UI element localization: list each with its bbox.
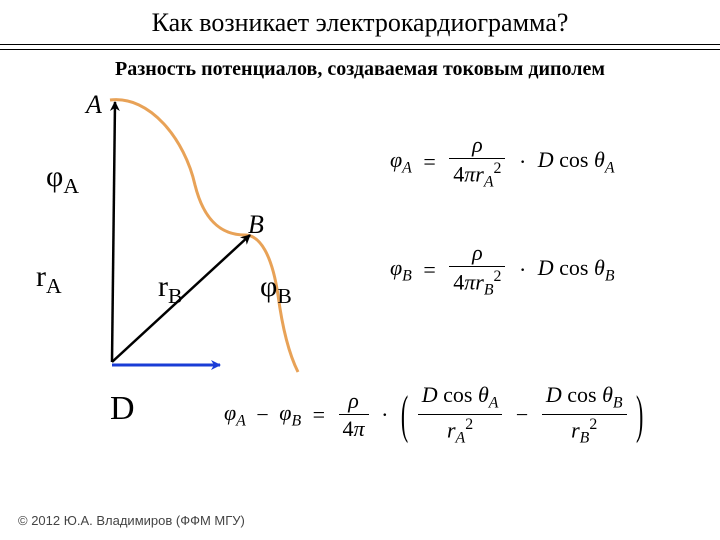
equation-phi-B: φB = ρ 4πrB2 · D cos θB <box>390 240 614 300</box>
equation-difference: φA − φB = ρ 4π · ( D cos θA rA2 − D cos … <box>224 382 645 448</box>
label-rA: rA <box>36 260 62 299</box>
label-rB: rB <box>158 270 182 309</box>
label-A: A <box>86 90 102 120</box>
footer-credit: © 2012 Ю.А. Владимиров (ФФМ МГУ) <box>18 513 245 528</box>
heart-curve <box>110 100 298 372</box>
label-phiB: φB <box>260 270 292 309</box>
label-B: B <box>248 210 264 240</box>
label-D: D <box>110 390 135 428</box>
vector-rA <box>112 102 115 362</box>
label-phiA: φA <box>46 160 79 199</box>
equation-phi-A: φA = ρ 4πrA2 · D cos θA <box>390 132 614 192</box>
